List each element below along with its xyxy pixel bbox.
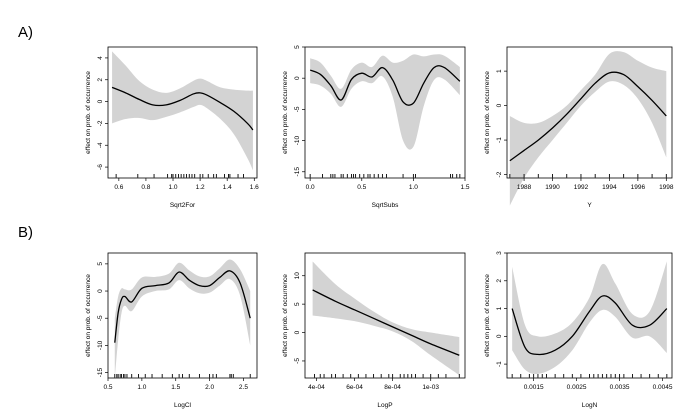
fitted-curve	[111, 86, 254, 131]
x-tick-label: 2.0	[205, 384, 214, 391]
confidence-band	[114, 259, 251, 378]
row-label-a: A)	[18, 24, 33, 41]
x-tick-label: 0.5	[103, 384, 112, 391]
x-tick-label: 6e-04	[346, 384, 363, 391]
confidence-band	[509, 51, 667, 206]
x-tick-label: 1.6	[250, 184, 259, 191]
chart-panel-logn: 0.0015 0.0025 0.0035 0.0045 -1 0 1 2 3 LogN effect…	[484, 251, 673, 409]
x-tick-label: 2.5	[239, 384, 248, 391]
x-tick-label: 1.5	[460, 184, 469, 191]
x-axis-title: LogN	[582, 402, 598, 409]
x-axis-title: LogP	[377, 402, 392, 409]
y-tick-label: -10	[294, 135, 301, 145]
x-tick-label: 0.8	[141, 184, 150, 191]
confidence-band	[512, 261, 667, 374]
y-tick-label: -5	[97, 315, 104, 321]
y-tick-label: 0	[496, 103, 503, 107]
y-tick-label: 10	[294, 272, 301, 280]
x-tick-label: 0.0045	[653, 384, 673, 391]
y-tick-label: 5	[294, 302, 301, 306]
chart-panel-sqrtsubs: 0.0 0.5 1.0 1.5 -15 -10 -5 0 5 SqrtSubs effect on …	[282, 45, 470, 209]
x-tick-label: 0.0035	[610, 384, 630, 391]
plot-frame	[304, 252, 466, 379]
x-tick-label: 8e-04	[384, 384, 401, 391]
x-tick-label: 1996	[631, 184, 646, 191]
x-tick-label: 0.0	[306, 184, 315, 191]
fitted-curve	[309, 65, 461, 106]
x-axis-title: SqrtSubs	[372, 202, 399, 209]
x-tick-label: 1994	[602, 184, 617, 191]
chart-panel-logp: 4e-04 6e-04 8e-04 1e-03 -5 0 5 10 LogP effect on …	[282, 252, 466, 409]
fitted-curve	[114, 270, 251, 343]
plot-frame	[304, 46, 466, 179]
y-tick-label: -1	[496, 361, 503, 367]
y-tick-label: 0	[97, 289, 104, 293]
y-axis-title: effect on prob. of occurrence	[85, 71, 92, 154]
y-tick-label: -2	[496, 171, 503, 177]
x-tick-label: 0.6	[114, 184, 123, 191]
y-tick-label: 5	[97, 262, 104, 266]
x-tick-label: 1992	[574, 184, 589, 191]
confidence-band	[112, 51, 253, 171]
fitted-curve	[312, 289, 460, 356]
x-tick-label: 1.2	[196, 184, 205, 191]
y-tick-label: -2	[97, 120, 104, 126]
x-tick-label: 1990	[545, 184, 560, 191]
x-tick-label: 0.0015	[524, 384, 544, 391]
plot-frame	[107, 46, 258, 179]
y-axis-title: effect on prob. of occurrence	[484, 71, 491, 154]
fitted-curve	[509, 71, 667, 162]
y-axis-title: effect on prob. of occurrence	[282, 71, 289, 154]
y-tick-label: -5	[294, 106, 301, 112]
plot-frame	[506, 252, 673, 379]
confidence-band	[310, 54, 460, 150]
y-tick-label: 5	[294, 45, 301, 49]
y-tick-label: 1	[496, 306, 503, 310]
fitted-curve	[511, 295, 668, 356]
x-tick-label: 1.0	[409, 184, 418, 191]
confidence-band	[312, 261, 460, 376]
y-tick-label: -10	[97, 340, 104, 350]
x-tick-label: 1988	[517, 184, 532, 191]
y-tick-label: 0	[97, 99, 104, 103]
y-tick-label: 0	[496, 334, 503, 338]
y-tick-label: 2	[97, 78, 104, 82]
y-tick-label: 0	[294, 76, 301, 80]
y-tick-label: 0	[294, 330, 301, 334]
y-tick-label: -4	[97, 142, 104, 148]
x-tick-label: 1e-03	[422, 384, 439, 391]
x-tick-label: 1.0	[168, 184, 177, 191]
y-tick-label: -1	[496, 137, 503, 143]
x-tick-label: 4e-04	[308, 384, 325, 391]
y-tick-label: 4	[97, 56, 104, 60]
y-axis-title: effect on prob. of occurrence	[85, 274, 92, 357]
x-tick-label: 1998	[659, 184, 674, 191]
plot-frame	[107, 252, 258, 379]
y-tick-label: -6	[97, 164, 104, 170]
y-tick-label: -5	[294, 358, 301, 364]
y-axis-title: effect on prob. of occurrence	[484, 274, 491, 357]
x-tick-label: 1.4	[223, 184, 232, 191]
x-axis-title: Sqrt2For	[170, 202, 196, 209]
y-tick-label: 1	[496, 69, 503, 73]
y-tick-label: 2	[496, 279, 503, 283]
row-label-b: B)	[18, 224, 33, 241]
plot-frame	[506, 46, 673, 179]
y-tick-label: -15	[294, 167, 301, 177]
x-axis-title: Y	[587, 202, 592, 209]
x-axis-title: LogCl	[174, 402, 192, 409]
y-tick-label: -15	[97, 367, 104, 377]
x-tick-label: 1.0	[137, 384, 146, 391]
x-tick-label: 0.5	[357, 184, 366, 191]
chart-panel-sqrt2for: 0.6 0.8 1.0 1.2 1.4 1.6 -6 -4 -2 0 2 4 Sqrt2For effec…	[85, 46, 259, 209]
x-tick-label: 0.0025	[567, 384, 587, 391]
y-axis-title: effect on prob. of occurrence	[282, 274, 289, 357]
chart-panel-logcl: 0.5 1.0 1.5 2.0 2.5 -15 -10 -5 0 5 LogCl effect on …	[85, 252, 258, 409]
y-tick-label: 3	[496, 251, 503, 255]
x-tick-label: 1.5	[171, 384, 180, 391]
